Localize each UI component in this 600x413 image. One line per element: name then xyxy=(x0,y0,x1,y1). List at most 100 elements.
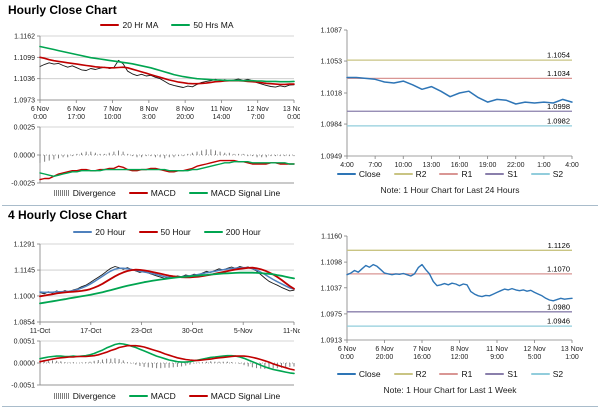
legend-item-r2: R2 xyxy=(393,169,426,179)
hourly-macd-legend: Divergence MACD MACD Signal Line xyxy=(40,188,294,198)
svg-text:1.0949: 1.0949 xyxy=(321,154,343,161)
svg-text:23-Oct: 23-Oct xyxy=(131,328,152,335)
four-hourly-close-chart-title: 4 Hourly Close Chart xyxy=(8,208,127,222)
legend-item-macd-signal-line: MACD Signal Line xyxy=(188,188,281,198)
svg-text:7:00: 7:00 xyxy=(368,162,382,169)
svg-text:1.1000: 1.1000 xyxy=(14,293,36,300)
svg-text:1.1098: 1.1098 xyxy=(321,260,343,267)
line-swatch-icon xyxy=(336,372,356,376)
svg-text:0.0051: 0.0051 xyxy=(14,339,36,346)
section-divider-bottom xyxy=(2,406,598,407)
svg-text:1.0913: 1.0913 xyxy=(321,338,343,345)
line-swatch-icon xyxy=(485,372,505,376)
svg-text:30-Oct: 30-Oct xyxy=(182,328,203,335)
svg-text:1.1034: 1.1034 xyxy=(547,69,570,78)
svg-text:1.0854: 1.0854 xyxy=(14,320,36,327)
svg-text:11-Oct: 11-Oct xyxy=(30,328,51,335)
svg-text:13:00: 13:00 xyxy=(423,162,441,169)
line-swatch-icon xyxy=(393,372,413,376)
line-swatch-icon xyxy=(138,230,158,234)
legend-item-50-hrs-ma: 50 Hrs MA xyxy=(171,20,234,30)
bar-swatch-icon xyxy=(53,190,70,196)
line-swatch-icon xyxy=(439,172,459,176)
svg-text:0.0025: 0.0025 xyxy=(14,125,36,132)
legend-label: Close xyxy=(358,369,381,379)
legend-label: MACD xyxy=(150,391,176,401)
svg-text:1.1036: 1.1036 xyxy=(14,76,36,83)
legend-item-s2: S2 xyxy=(530,369,564,379)
legend-label: 20 Hour xyxy=(95,227,126,237)
svg-text:1.0975: 1.0975 xyxy=(321,311,343,318)
legend-item-divergence: Divergence xyxy=(53,188,116,198)
legend-label: S2 xyxy=(552,169,564,179)
svg-text:1.1037: 1.1037 xyxy=(321,285,343,292)
legend-item-divergence: Divergence xyxy=(53,391,116,401)
legend-item-macd-signal-line: MACD Signal Line xyxy=(188,391,281,401)
svg-text:1.1087: 1.1087 xyxy=(321,28,343,35)
line-swatch-icon xyxy=(530,172,550,176)
legend-item-macd: MACD xyxy=(128,188,176,198)
line-swatch-icon xyxy=(73,230,93,234)
legend-label: 50 Hour xyxy=(160,227,191,237)
legend-label: 50 Hrs MA xyxy=(193,20,234,30)
legend-label: S2 xyxy=(552,369,564,379)
svg-text:22:00: 22:00 xyxy=(507,162,525,169)
legend-item-r1: R1 xyxy=(439,169,472,179)
pivot-24h-legend: Close R2 R1 S1 S2 xyxy=(300,169,600,179)
legend-label: R2 xyxy=(415,369,427,379)
section-divider-top xyxy=(2,205,598,206)
legend-label: MACD Signal Line xyxy=(210,391,281,401)
svg-text:-0.0051: -0.0051 xyxy=(11,383,35,390)
four-hourly-ma-legend: 20 Hour 50 Hour 200 Hour xyxy=(40,227,294,237)
svg-text:0.0000: 0.0000 xyxy=(14,361,36,368)
line-swatch-icon xyxy=(188,191,208,195)
hourly-macd-chart: 0.0025 0.0000 -0.0025 xyxy=(11,125,295,188)
pivot-week-legend: Close R2 R1 S1 S2 xyxy=(300,369,600,379)
svg-text:19:00: 19:00 xyxy=(479,162,497,169)
legend-label: R1 xyxy=(461,369,473,379)
four-hourly-macd-legend: Divergence MACD MACD Signal Line xyxy=(40,391,294,401)
legend-item-20-hour: 20 Hour xyxy=(73,227,126,237)
pivot-week-note: Note: 1 Hour Chart for Last 1 Week xyxy=(383,385,517,395)
svg-text:1.0998: 1.0998 xyxy=(547,102,570,111)
line-swatch-icon xyxy=(485,172,505,176)
line-swatch-icon xyxy=(171,23,191,27)
four-hourly-macd-chart: 0.0051 0.0000 -0.0051 xyxy=(11,339,295,390)
legend-item-close: Close xyxy=(336,369,381,379)
svg-text:17-Oct: 17-Oct xyxy=(80,328,101,335)
svg-text:1.0982: 1.0982 xyxy=(547,116,570,125)
hourly-ma-legend: 20 Hr MA 50 Hrs MA xyxy=(40,20,294,30)
legend-label: R1 xyxy=(461,169,473,179)
svg-text:16:00: 16:00 xyxy=(451,162,469,169)
pivot-24h-note: Note: 1 Hour Chart for Last 24 Hours xyxy=(380,185,520,195)
legend-label: Divergence xyxy=(72,188,116,198)
legend-label: S1 xyxy=(507,169,518,179)
svg-text:1.1160: 1.1160 xyxy=(321,234,342,241)
svg-text:1.1162: 1.1162 xyxy=(14,34,35,41)
svg-text:1.1126: 1.1126 xyxy=(548,241,570,250)
legend-item-50-hour: 50 Hour xyxy=(138,227,191,237)
svg-text:1.1054: 1.1054 xyxy=(547,51,570,60)
svg-text:1.0946: 1.0946 xyxy=(547,317,570,326)
svg-text:-0.0025: -0.0025 xyxy=(11,181,35,188)
legend-item-r1: R1 xyxy=(439,369,472,379)
legend-item-r2: R2 xyxy=(393,369,427,379)
legend-label: 200 Hour xyxy=(225,227,261,237)
legend-item-200-hour: 200 Hour xyxy=(203,227,261,237)
bar-swatch-icon xyxy=(53,393,70,399)
line-swatch-icon xyxy=(128,394,148,398)
legend-item-s1: S1 xyxy=(485,169,518,179)
legend-label: MACD Signal Line xyxy=(210,188,281,198)
legend-label: Divergence xyxy=(72,391,116,401)
